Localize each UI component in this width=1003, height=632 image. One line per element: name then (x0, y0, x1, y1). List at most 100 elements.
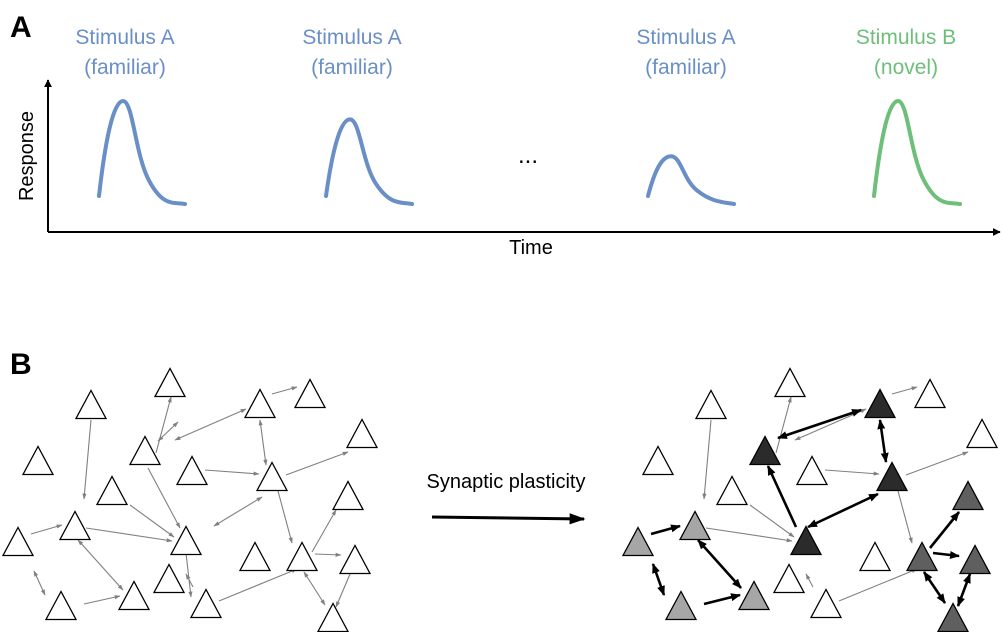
connection-arrow (897, 490, 913, 544)
neuron-triangle (694, 389, 728, 420)
stimulus-4-line2: (novel) (874, 56, 938, 79)
neuron-triangle (715, 475, 749, 506)
neuron-triangle (875, 461, 909, 492)
stimulus-1-line1: Stimulus A (75, 26, 174, 49)
neuron-triangle (243, 388, 277, 419)
x-axis-label: Time (509, 237, 553, 259)
neuron-triangle (1, 526, 35, 557)
plasticity-arrow (431, 513, 586, 525)
neuron-triangle (748, 435, 782, 466)
connection-arrow (33, 570, 46, 596)
neuron-triangle (338, 544, 372, 575)
connection-arrow (702, 419, 712, 500)
connection-arrow (204, 469, 260, 476)
neuron-triangle (21, 445, 55, 476)
response-curve-3 (646, 154, 736, 206)
connection-arrow (218, 568, 298, 602)
neuron-triangle (965, 418, 999, 449)
stimulus-3-line2: (familiar) (645, 56, 727, 79)
strong-connection-arrow (928, 511, 961, 549)
neuron-triangle (58, 510, 92, 541)
connection-arrow (185, 573, 194, 588)
neuron-triangle (951, 480, 985, 511)
neuron-triangle (772, 563, 806, 594)
neuron-triangle (678, 510, 712, 541)
connection-arrow (77, 539, 124, 591)
strong-connection-arrow (956, 573, 972, 607)
neuron-triangle (74, 389, 108, 420)
neuron-triangle (737, 580, 771, 611)
connection-arrow (905, 451, 969, 476)
neuron-triangle (621, 526, 655, 557)
neuron-triangle (858, 541, 892, 572)
neuron-triangle (238, 541, 272, 572)
neuron-triangle (189, 588, 223, 619)
neuron-triangle (641, 445, 675, 476)
panel-a: A Response Time ... Stimulus A (familiar… (10, 11, 1001, 259)
strong-connection-arrow (651, 563, 666, 596)
neuron-triangle (664, 590, 698, 621)
neuron-triangle (128, 435, 162, 466)
neuron-triangle (255, 461, 289, 492)
strong-connection-arrow (766, 465, 798, 528)
strong-connection-arrow (650, 524, 681, 536)
response-curve-1 (97, 98, 187, 206)
strong-connection-arrow (777, 408, 862, 440)
connection-arrow (277, 490, 293, 544)
connection-arrow (30, 524, 63, 535)
connection-arrow (82, 419, 92, 500)
connection-arrow (174, 408, 247, 441)
connection-arrow (213, 496, 263, 527)
connection-arrow (258, 419, 268, 466)
y-axis-label: Response (16, 111, 38, 201)
strong-connection-arrow (697, 539, 742, 589)
strong-connection-arrow (932, 550, 960, 559)
panel-a-label: A (10, 11, 32, 44)
connection-arrow (85, 527, 173, 543)
connection-arrow (838, 568, 918, 602)
neuron-triangle (316, 602, 350, 632)
neuron-triangle (175, 455, 209, 486)
response-curve-2 (324, 117, 414, 206)
connection-arrow (705, 527, 793, 543)
neuron-triangle (153, 367, 187, 398)
response-curve-4 (872, 98, 962, 206)
connection-arrow (805, 573, 814, 588)
neuron-triangle (285, 541, 319, 572)
neuron-triangle (795, 455, 829, 486)
stimulus-2-line1: Stimulus A (302, 26, 401, 49)
connection-arrow (147, 467, 181, 529)
network-after (621, 367, 999, 632)
stimulus-3-line1: Stimulus A (636, 26, 735, 49)
connection-arrow (775, 396, 792, 454)
connection-arrow (157, 421, 179, 442)
neuron-triangle (773, 367, 807, 398)
stimulus-2-line2: (familiar) (311, 56, 393, 79)
connection-arrow (335, 573, 351, 608)
neuron-triangle (809, 588, 843, 619)
connection-arrow (271, 386, 298, 395)
neuron-triangle (331, 480, 365, 511)
neuron-triangle (44, 590, 78, 621)
neuron-triangle (905, 541, 939, 572)
connection-arrow (285, 451, 349, 476)
neuron-triangle (169, 525, 203, 556)
strong-connection-arrow (922, 571, 947, 604)
ellipsis: ... (518, 142, 538, 169)
connection-arrow (311, 509, 337, 553)
neuron-triangle (913, 378, 947, 409)
connection-arrow (129, 504, 175, 538)
connection-arrow (303, 571, 326, 606)
neuron-triangle (789, 525, 823, 556)
connection-arrow (749, 504, 795, 538)
neuron-triangle (958, 544, 992, 575)
connection-arrow (824, 469, 880, 476)
stimulus-4-line1: Stimulus B (856, 26, 956, 49)
neuron-triangle (293, 378, 327, 409)
strong-connection-arrow (877, 419, 889, 463)
connection-arrow (83, 595, 121, 605)
panel-b: B Synaptic plasticity (1, 348, 999, 632)
plasticity-label: Synaptic plasticity (427, 471, 586, 493)
panel-b-label: B (10, 348, 32, 381)
